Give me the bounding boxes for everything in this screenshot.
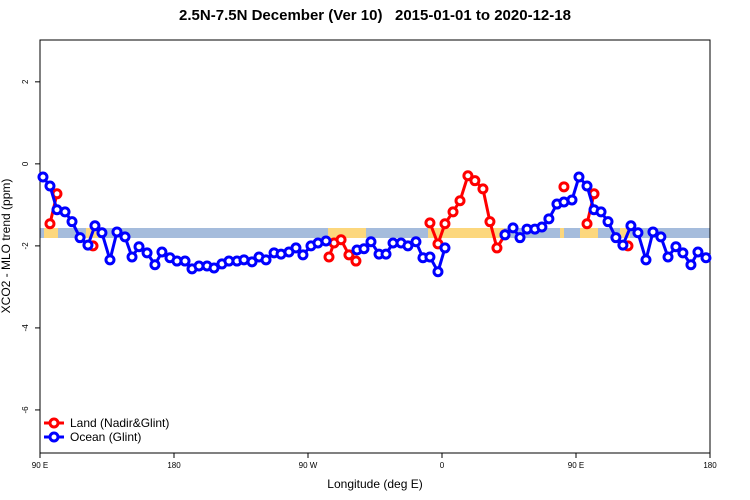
point xyxy=(44,180,56,192)
point xyxy=(133,241,145,253)
legend-marker xyxy=(48,417,60,429)
legend-label: Land (Nadir&Glint) xyxy=(70,416,169,430)
point xyxy=(44,218,56,230)
legend-label: Ocean (Glint) xyxy=(70,430,141,444)
point xyxy=(677,247,689,259)
point xyxy=(647,226,659,238)
point xyxy=(358,243,370,255)
point xyxy=(126,251,138,263)
land-patch xyxy=(580,228,598,238)
point xyxy=(484,216,496,228)
point xyxy=(439,218,451,230)
point xyxy=(610,232,622,244)
point xyxy=(514,232,526,244)
land-patch xyxy=(328,228,366,238)
point xyxy=(662,251,674,263)
point xyxy=(104,254,116,266)
point xyxy=(566,194,578,206)
point xyxy=(424,217,436,229)
point xyxy=(543,213,555,225)
ocean-band xyxy=(40,228,710,238)
point xyxy=(350,255,362,267)
point xyxy=(37,171,49,183)
point xyxy=(320,235,332,247)
land-ocean-mask xyxy=(40,228,710,238)
point xyxy=(447,206,459,218)
x-tick-label: 0 xyxy=(440,461,445,470)
point xyxy=(424,251,436,263)
point xyxy=(454,195,466,207)
land-patch xyxy=(620,228,630,238)
point xyxy=(297,249,309,261)
point xyxy=(246,256,258,268)
legend-marker xyxy=(48,431,60,443)
point xyxy=(432,266,444,278)
point xyxy=(573,171,585,183)
y-tick-label: -2 xyxy=(21,242,30,250)
point xyxy=(595,206,607,218)
point xyxy=(507,222,519,234)
point xyxy=(290,242,302,254)
land-patch xyxy=(560,228,564,238)
point xyxy=(335,234,347,246)
point xyxy=(655,231,667,243)
point xyxy=(499,229,511,241)
point xyxy=(82,239,94,251)
point xyxy=(402,240,414,252)
point xyxy=(343,249,355,261)
x-tick-label: 180 xyxy=(167,461,181,470)
point xyxy=(74,232,86,244)
point xyxy=(625,220,637,232)
point xyxy=(410,236,422,248)
point xyxy=(692,246,704,258)
point xyxy=(685,259,697,271)
plot-frame xyxy=(39,39,711,454)
point xyxy=(700,252,712,264)
point xyxy=(89,220,101,232)
point xyxy=(640,254,652,266)
y-tick-label: -4 xyxy=(21,324,30,332)
point xyxy=(469,175,481,187)
point xyxy=(558,181,570,193)
point xyxy=(208,262,220,274)
point xyxy=(632,227,644,239)
point xyxy=(491,242,503,254)
point xyxy=(617,239,629,251)
x-tick-label: 90 W xyxy=(299,461,318,470)
point xyxy=(59,206,71,218)
point xyxy=(119,231,131,243)
point xyxy=(66,216,78,228)
y-tick-label: -6 xyxy=(21,406,30,414)
point xyxy=(96,227,108,239)
x-tick-label: 180 xyxy=(703,461,717,470)
point xyxy=(439,242,451,254)
point xyxy=(670,241,682,253)
point xyxy=(260,254,272,266)
point xyxy=(462,170,474,182)
point xyxy=(323,251,335,263)
point xyxy=(111,226,123,238)
x-tick-label: 90 E xyxy=(32,461,48,470)
land-patch xyxy=(428,228,504,238)
point xyxy=(581,180,593,192)
point xyxy=(602,216,614,228)
point xyxy=(477,183,489,195)
chart-title: 2.5N-7.5N December (Ver 10) 2015-01-01 t… xyxy=(179,7,571,24)
y-tick-label: 0 xyxy=(21,161,30,166)
point xyxy=(581,218,593,230)
x-tick-label: 90 E xyxy=(568,461,584,470)
y-axis-label: XCO2 - MLO trend (ppm) xyxy=(0,179,13,314)
point xyxy=(536,221,548,233)
point xyxy=(156,246,168,258)
point xyxy=(141,247,153,259)
y-tick-label: 2 xyxy=(21,79,30,84)
point xyxy=(380,248,392,260)
x-axis-label: Longitude (deg E) xyxy=(327,477,422,491)
point xyxy=(179,255,191,267)
point xyxy=(149,259,161,271)
point xyxy=(365,236,377,248)
land-patch xyxy=(44,228,58,238)
